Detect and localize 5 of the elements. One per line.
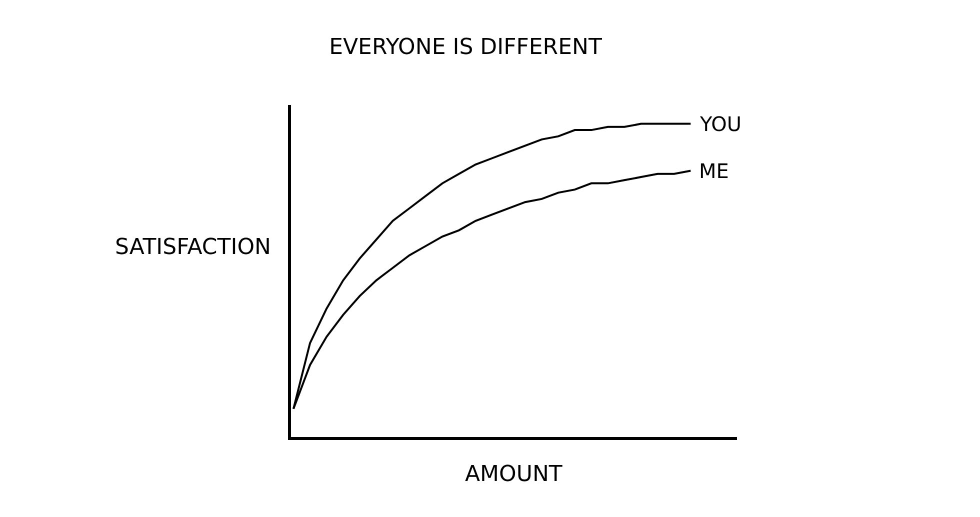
- y-axis-title: SATISFACTION: [115, 235, 271, 260]
- x-axis-title: AMOUNT: [465, 462, 563, 487]
- series-label: YOU: [699, 112, 742, 136]
- chart-title: EVERYONE IS DIFFERENT: [329, 35, 602, 60]
- series-label: ME: [699, 159, 729, 183]
